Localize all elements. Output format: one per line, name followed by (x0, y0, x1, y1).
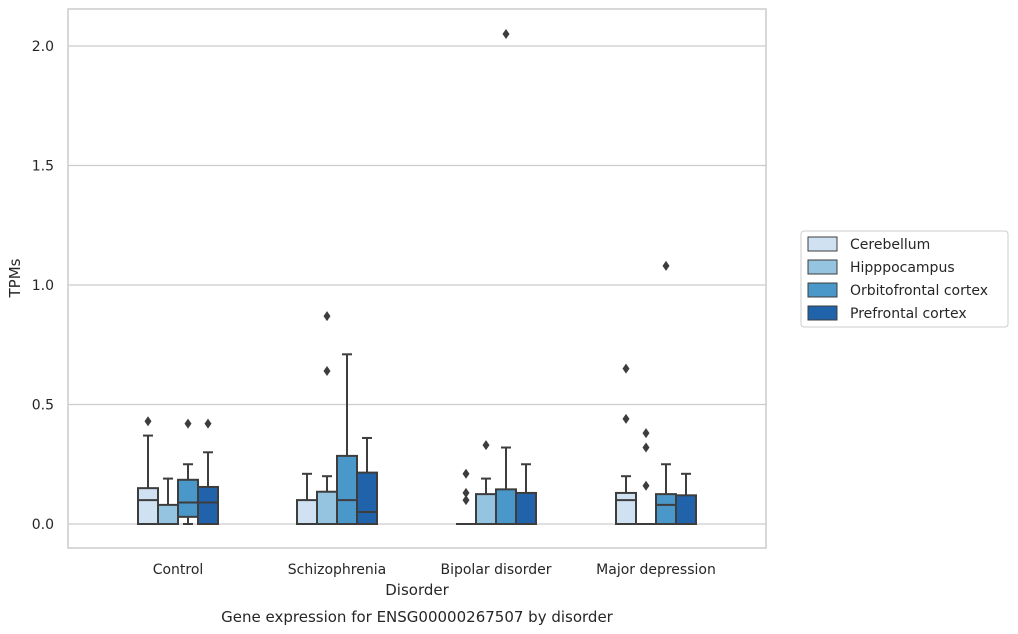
x-tick-label: Control (153, 562, 204, 578)
box-body (475, 493, 497, 525)
outlier-point (462, 487, 470, 498)
box-body (197, 485, 219, 525)
box (137, 416, 159, 525)
box (475, 440, 497, 525)
legend-frame (800, 230, 1009, 328)
legend-label: Cerebellum (850, 237, 930, 253)
box (336, 353, 358, 526)
outlier-point (482, 440, 490, 451)
series-cerebellum (137, 363, 637, 526)
series-prefrontal-cortex (197, 418, 697, 526)
legend: Cerebellum Hipppocampus Orbitofrontal cort… (800, 230, 1009, 328)
box (636, 428, 656, 525)
legend-item: Orbitofrontal cortex (807, 282, 988, 299)
series-hipppocampus (157, 311, 656, 526)
box (356, 436, 378, 525)
series-orbitofrontal-cortex (177, 29, 677, 526)
grid-lines (68, 45, 766, 525)
box (316, 311, 338, 525)
outlier-point (662, 260, 670, 271)
y-tick-label: 0.0 (32, 517, 54, 533)
legend-label: Hipppocampus (850, 260, 955, 276)
y-tick-label: 2.0 (32, 39, 54, 55)
outlier-point (642, 428, 650, 439)
outlier-point (462, 495, 470, 506)
chart-title: Gene expression for ENSG00000267507 by d… (221, 608, 614, 626)
y-axis-ticks: 0.0 0.5 1.0 1.5 2.0 (32, 39, 54, 533)
outlier-point (323, 366, 331, 377)
legend-swatch (807, 282, 838, 298)
legend-item: Prefrontal cortex (807, 305, 967, 322)
legend-label: Orbitofrontal cortex (850, 283, 988, 299)
y-tick-label: 0.5 (32, 398, 54, 414)
box-body (515, 491, 537, 525)
legend-swatch (807, 236, 838, 252)
box (296, 472, 318, 526)
outlier-point (204, 418, 212, 429)
box-body (177, 478, 199, 518)
x-axis-label: Disorder (385, 581, 449, 599)
outlier-point (502, 29, 510, 40)
box (675, 472, 697, 526)
outlier-point (642, 442, 650, 453)
outlier-point (323, 311, 331, 322)
y-tick-label: 1.5 (32, 159, 54, 175)
box-body (137, 487, 159, 525)
box (157, 477, 179, 526)
y-axis-label: TPMs (6, 258, 24, 298)
legend-swatch (807, 259, 838, 275)
box (515, 463, 537, 525)
box-body (336, 454, 358, 526)
legend-label: Prefrontal cortex (850, 306, 967, 322)
plot-frame (67, 8, 767, 549)
box-body (495, 488, 517, 525)
outlier-point (622, 413, 630, 424)
box-plot-series (137, 29, 697, 526)
x-tick-label: Bipolar disorder (440, 562, 551, 578)
outlier-point (642, 480, 650, 491)
x-tick-label: Schizophrenia (288, 562, 386, 578)
legend-item: Cerebellum (807, 236, 930, 253)
x-tick-label: Major depression (596, 562, 716, 578)
box-body (615, 491, 637, 525)
box-body (655, 493, 677, 525)
outlier-point (462, 468, 470, 479)
box (615, 363, 637, 525)
box-body (157, 503, 179, 526)
box (495, 29, 517, 525)
outlier-point (622, 363, 630, 374)
box-body (675, 494, 697, 526)
y-tick-label: 1.0 (32, 278, 54, 294)
box (655, 260, 677, 525)
outlier-point (184, 418, 192, 429)
x-axis-ticks: Control Schizophrenia Bipolar disorder Majo… (153, 562, 716, 578)
box (177, 418, 199, 525)
box (197, 418, 219, 525)
legend-swatch (807, 305, 838, 321)
box (456, 468, 476, 525)
box-body (296, 499, 318, 526)
outlier-point (144, 416, 152, 427)
box-body (316, 490, 338, 525)
box-body (356, 471, 378, 525)
legend-item: Hipppocampus (807, 259, 955, 276)
